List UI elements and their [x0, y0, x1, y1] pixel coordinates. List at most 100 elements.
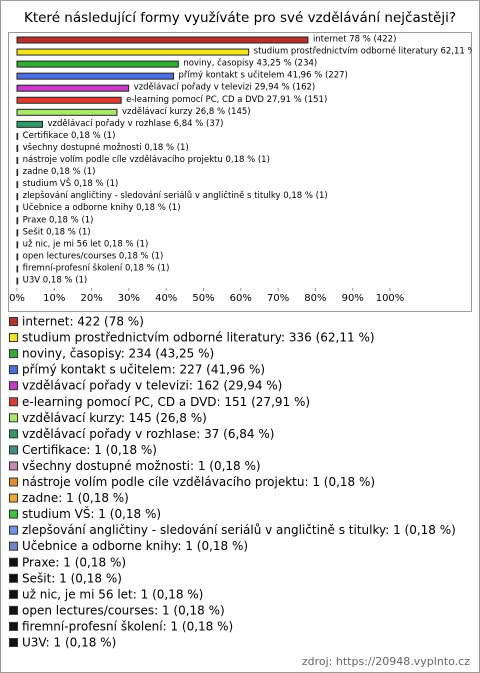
bar [16, 36, 309, 44]
legend-label: nástroje volím podle cíle vzdělávacího p… [22, 475, 375, 489]
legend-swatch [9, 397, 18, 407]
legend-swatch [9, 365, 18, 375]
x-tick-label: 50% [192, 293, 214, 304]
x-tick-label: 70% [267, 293, 289, 304]
legend-label: Sešit: 1 (0,18 %) [22, 571, 122, 585]
legend-swatch [9, 541, 18, 551]
value-label: Učebnice a odborne knihy 0,18 % (1) [23, 202, 181, 213]
legend-swatch [9, 621, 18, 631]
bar [16, 72, 175, 80]
bar [16, 84, 130, 92]
legend-label: Učebnice a odborne knihy: 1 (0,18 %) [22, 539, 248, 553]
source: zdroj: https://20948.vyplnto.cz [302, 655, 470, 668]
legend-label: přímý kontakt s učitelem: 227 (41,96 %) [22, 363, 265, 377]
legend-label: firemní-profesní školení: 1 (0,18 %) [22, 619, 233, 633]
value-label: přímý kontakt s učitelem 41,96 % (227) [179, 70, 348, 81]
bar [16, 205, 19, 213]
legend-label: vzdělávací kurzy: 145 (26,8 %) [22, 411, 207, 425]
legend-swatch [9, 349, 18, 359]
value-label: zadne 0,18 % (1) [23, 167, 96, 177]
bar [16, 241, 19, 249]
x-tick-label: 40% [155, 293, 177, 304]
legend-label: vzdělávací pořady v rozhlase: 37 (6,84 %… [22, 427, 274, 441]
legend-swatch [9, 605, 18, 615]
bar [16, 265, 19, 273]
legend-label: studium VŠ: 1 (0,18 %) [22, 506, 161, 521]
legend-label: všechny dostupné možnosti: 1 (0,18 %) [22, 459, 261, 473]
legend-swatch [9, 429, 18, 439]
x-tick-label: 90% [342, 293, 364, 304]
legend-swatch [9, 509, 18, 519]
legend-label: už nic, je mi 56 let: 1 (0,18 %) [22, 587, 203, 601]
value-label: studium prostřednictvím odborné literatu… [254, 46, 480, 57]
bar [16, 120, 44, 128]
x-tick-label: 20% [80, 293, 102, 304]
legend-label: noviny, časopisy: 234 (43,25 %) [22, 347, 214, 361]
legend-swatch [9, 557, 18, 567]
x-tick-label: 0% [9, 293, 25, 304]
value-label: Praxe 0,18 % (1) [23, 215, 94, 225]
value-label: už nic, je mi 56 let 0,18 % (1) [23, 239, 149, 249]
legend-swatch [9, 461, 18, 471]
x-tick-label: 10% [43, 293, 65, 304]
x-tick-label: 80% [304, 293, 326, 304]
value-label: vzdělávací pořady v televizi 29,94 % (16… [134, 83, 316, 93]
value-label: U3V 0,18 % (1) [23, 276, 88, 286]
bar [16, 108, 118, 116]
value-label: Certifikace 0,18 % (1) [23, 131, 116, 141]
bar [16, 60, 179, 68]
legend-swatch [9, 333, 18, 343]
chart-title: Které následující formy využíváte pro sv… [24, 10, 456, 26]
value-label: vzdělávací kurzy 26,8 % (145) [122, 107, 251, 117]
value-label: noviny, časopisy 43,25 % (234) [183, 58, 317, 69]
legend-label: internet: 422 (78 %) [22, 315, 144, 329]
legend-label: Praxe: 1 (0,18 %) [22, 555, 126, 569]
legend-swatch [9, 493, 18, 503]
value-label: Sešit 0,18 % (1) [23, 226, 91, 237]
bar [16, 277, 19, 285]
value-label: zlepšování angličtiny - sledování seriál… [23, 190, 328, 201]
legend: internet: 422 (78 %) studium prostřednict… [9, 315, 456, 650]
value-label: studium VŠ 0,18 % (1) [23, 177, 119, 189]
legend-label: U3V: 1 (0,18 %) [22, 636, 116, 650]
x-tick-label: 30% [118, 293, 140, 304]
legend-swatch [9, 413, 18, 423]
value-label: e-learning pomocí PC, CD a DVD 27,91 % (… [126, 95, 327, 105]
legend-swatch [9, 381, 18, 391]
bar [16, 181, 19, 189]
legend-swatch [9, 525, 18, 535]
bar [16, 169, 19, 177]
legend-label: zlepšování angličtiny - sledování seriál… [22, 523, 456, 537]
legend-swatch [9, 477, 18, 487]
legend-label: Certifikace: 1 (0,18 %) [22, 443, 157, 457]
value-label: vzdělávací pořady v rozhlase 6,84 % (37) [48, 119, 224, 129]
bar [16, 217, 19, 225]
legend-swatch [9, 445, 18, 455]
legend-label: e-learning pomocí PC, CD a DVD: 151 (27,… [22, 395, 310, 409]
legend-label: vzdělávací pořady v televizi: 162 (29,94… [22, 379, 282, 393]
legend-swatch [9, 589, 18, 599]
legend-swatch [9, 573, 18, 583]
value-label: firemní-profesní školení 0,18 % (1) [23, 262, 170, 273]
bar [16, 132, 19, 140]
bar [16, 48, 250, 56]
bar [16, 193, 19, 201]
legend-label: studium prostřednictvím odborné literatu… [22, 331, 375, 345]
bar [16, 144, 19, 152]
bar [16, 96, 122, 104]
value-label: všechny dostupné možnosti 0,18 % (1) [23, 142, 189, 153]
legend-swatch [9, 638, 18, 647]
value-label: internet 78 % (422) [313, 35, 396, 45]
legend-swatch [9, 317, 18, 326]
value-label: nástroje volím podle cíle vzdělávacího p… [23, 155, 270, 165]
bar [16, 157, 19, 164]
legend-label: open lectures/courses: 1 (0,18 %) [22, 603, 225, 617]
bar [16, 229, 19, 237]
x-tick-label: 60% [230, 293, 252, 304]
bar [16, 253, 19, 261]
bars: internet 78 % (422)studium prostřednictv… [16, 35, 480, 286]
value-label: open lectures/courses 0,18 % (1) [23, 251, 164, 261]
legend-label: zadne: 1 (0,18 %) [22, 491, 129, 505]
x-tick-label: 100% [376, 293, 405, 304]
